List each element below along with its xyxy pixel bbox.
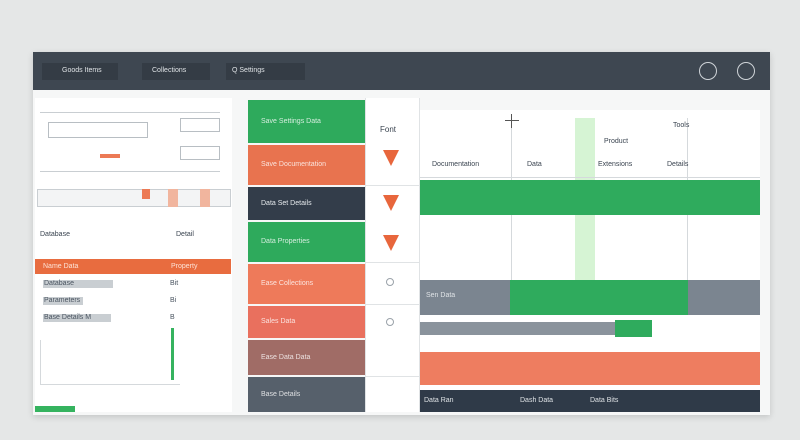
input[interactable] xyxy=(48,122,148,138)
tab-label: Collections xyxy=(152,67,187,74)
accent xyxy=(100,154,120,158)
cell: Data Bits xyxy=(590,397,619,404)
arrow-icon xyxy=(383,195,399,211)
card[interactable]: Base Details xyxy=(248,377,365,412)
card-label: Ease Data Data xyxy=(261,353,311,361)
arrow-icon xyxy=(383,235,399,251)
bar xyxy=(615,320,652,337)
arrow-column xyxy=(365,98,420,412)
card-label: Data Set Details xyxy=(261,199,312,207)
cell: Database xyxy=(44,280,74,287)
input[interactable] xyxy=(180,118,220,132)
arrow-icon xyxy=(383,150,399,166)
cell-highlight xyxy=(510,280,688,315)
accent xyxy=(200,189,210,207)
row-label: Sen Data xyxy=(426,292,456,299)
form-box xyxy=(40,112,220,172)
separator xyxy=(366,376,420,377)
card-label: Save Settings Data xyxy=(261,117,321,125)
bar xyxy=(420,322,615,335)
indicator xyxy=(171,328,174,380)
circle-icon xyxy=(386,318,394,326)
card-label: Sales Data xyxy=(261,318,296,325)
card[interactable]: Ease Collections xyxy=(248,264,365,304)
label: Tools xyxy=(673,122,690,129)
row[interactable] xyxy=(420,352,760,385)
separator xyxy=(366,262,420,263)
header-cell: Property xyxy=(171,263,198,270)
strip xyxy=(37,189,231,207)
cursor xyxy=(511,114,512,128)
card[interactable]: Data Properties xyxy=(248,222,365,262)
card[interactable]: Save Settings Data xyxy=(248,100,365,143)
tab-label: Q Settings xyxy=(232,67,265,74)
icon-button[interactable] xyxy=(699,62,717,80)
chart-frame xyxy=(40,340,180,385)
circle-icon xyxy=(386,278,394,286)
separator xyxy=(366,304,420,305)
tab-label: Goods Items xyxy=(62,67,102,74)
section-title: Database xyxy=(40,231,70,238)
header-row xyxy=(420,156,760,178)
column-header: Extensions xyxy=(598,161,633,168)
row-bar xyxy=(43,297,83,305)
cell: B xyxy=(170,314,175,321)
table-header: Name Data Property xyxy=(35,259,231,274)
cell: Base Details M xyxy=(44,314,92,321)
column-header: Data xyxy=(527,161,542,168)
card[interactable]: Data Set Details xyxy=(248,187,365,220)
cursor xyxy=(505,120,519,121)
row-bar xyxy=(43,280,113,288)
card[interactable]: Sales Data xyxy=(248,306,365,338)
accent xyxy=(168,189,178,207)
tab[interactable]: Collections xyxy=(142,63,210,80)
left-panel xyxy=(35,98,232,412)
card[interactable]: Ease Data Data xyxy=(248,340,365,375)
cell: Parameters xyxy=(44,297,81,304)
cell: Bit xyxy=(170,280,179,287)
card-label: Data Properties xyxy=(261,238,310,245)
selected-row[interactable] xyxy=(420,180,760,215)
row[interactable]: Data Ran Dash Data Data Bits xyxy=(420,390,760,412)
accent xyxy=(142,189,150,199)
section-action[interactable]: Detail xyxy=(176,231,194,238)
column-header: Documentation xyxy=(432,161,480,168)
cell: Data Ran xyxy=(424,397,454,404)
card-label: Save Documentation xyxy=(261,161,326,168)
card[interactable]: Save Documentation xyxy=(248,145,365,185)
column-header: Details xyxy=(667,161,689,168)
header-cell: Name Data xyxy=(43,263,79,270)
tab[interactable]: Q Settings xyxy=(226,63,305,80)
card-label: Base Details xyxy=(261,390,301,398)
progress xyxy=(35,406,75,412)
label: Product xyxy=(604,138,629,145)
icon-button[interactable] xyxy=(737,62,755,80)
cell: Bi xyxy=(170,297,177,304)
tab[interactable]: Goods Items xyxy=(42,63,118,80)
input[interactable] xyxy=(180,146,220,160)
row-bar xyxy=(43,314,111,322)
card-label: Ease Collections xyxy=(261,280,314,287)
column-header: Font xyxy=(380,125,397,134)
separator xyxy=(366,185,420,186)
cell: Dash Data xyxy=(520,397,554,404)
